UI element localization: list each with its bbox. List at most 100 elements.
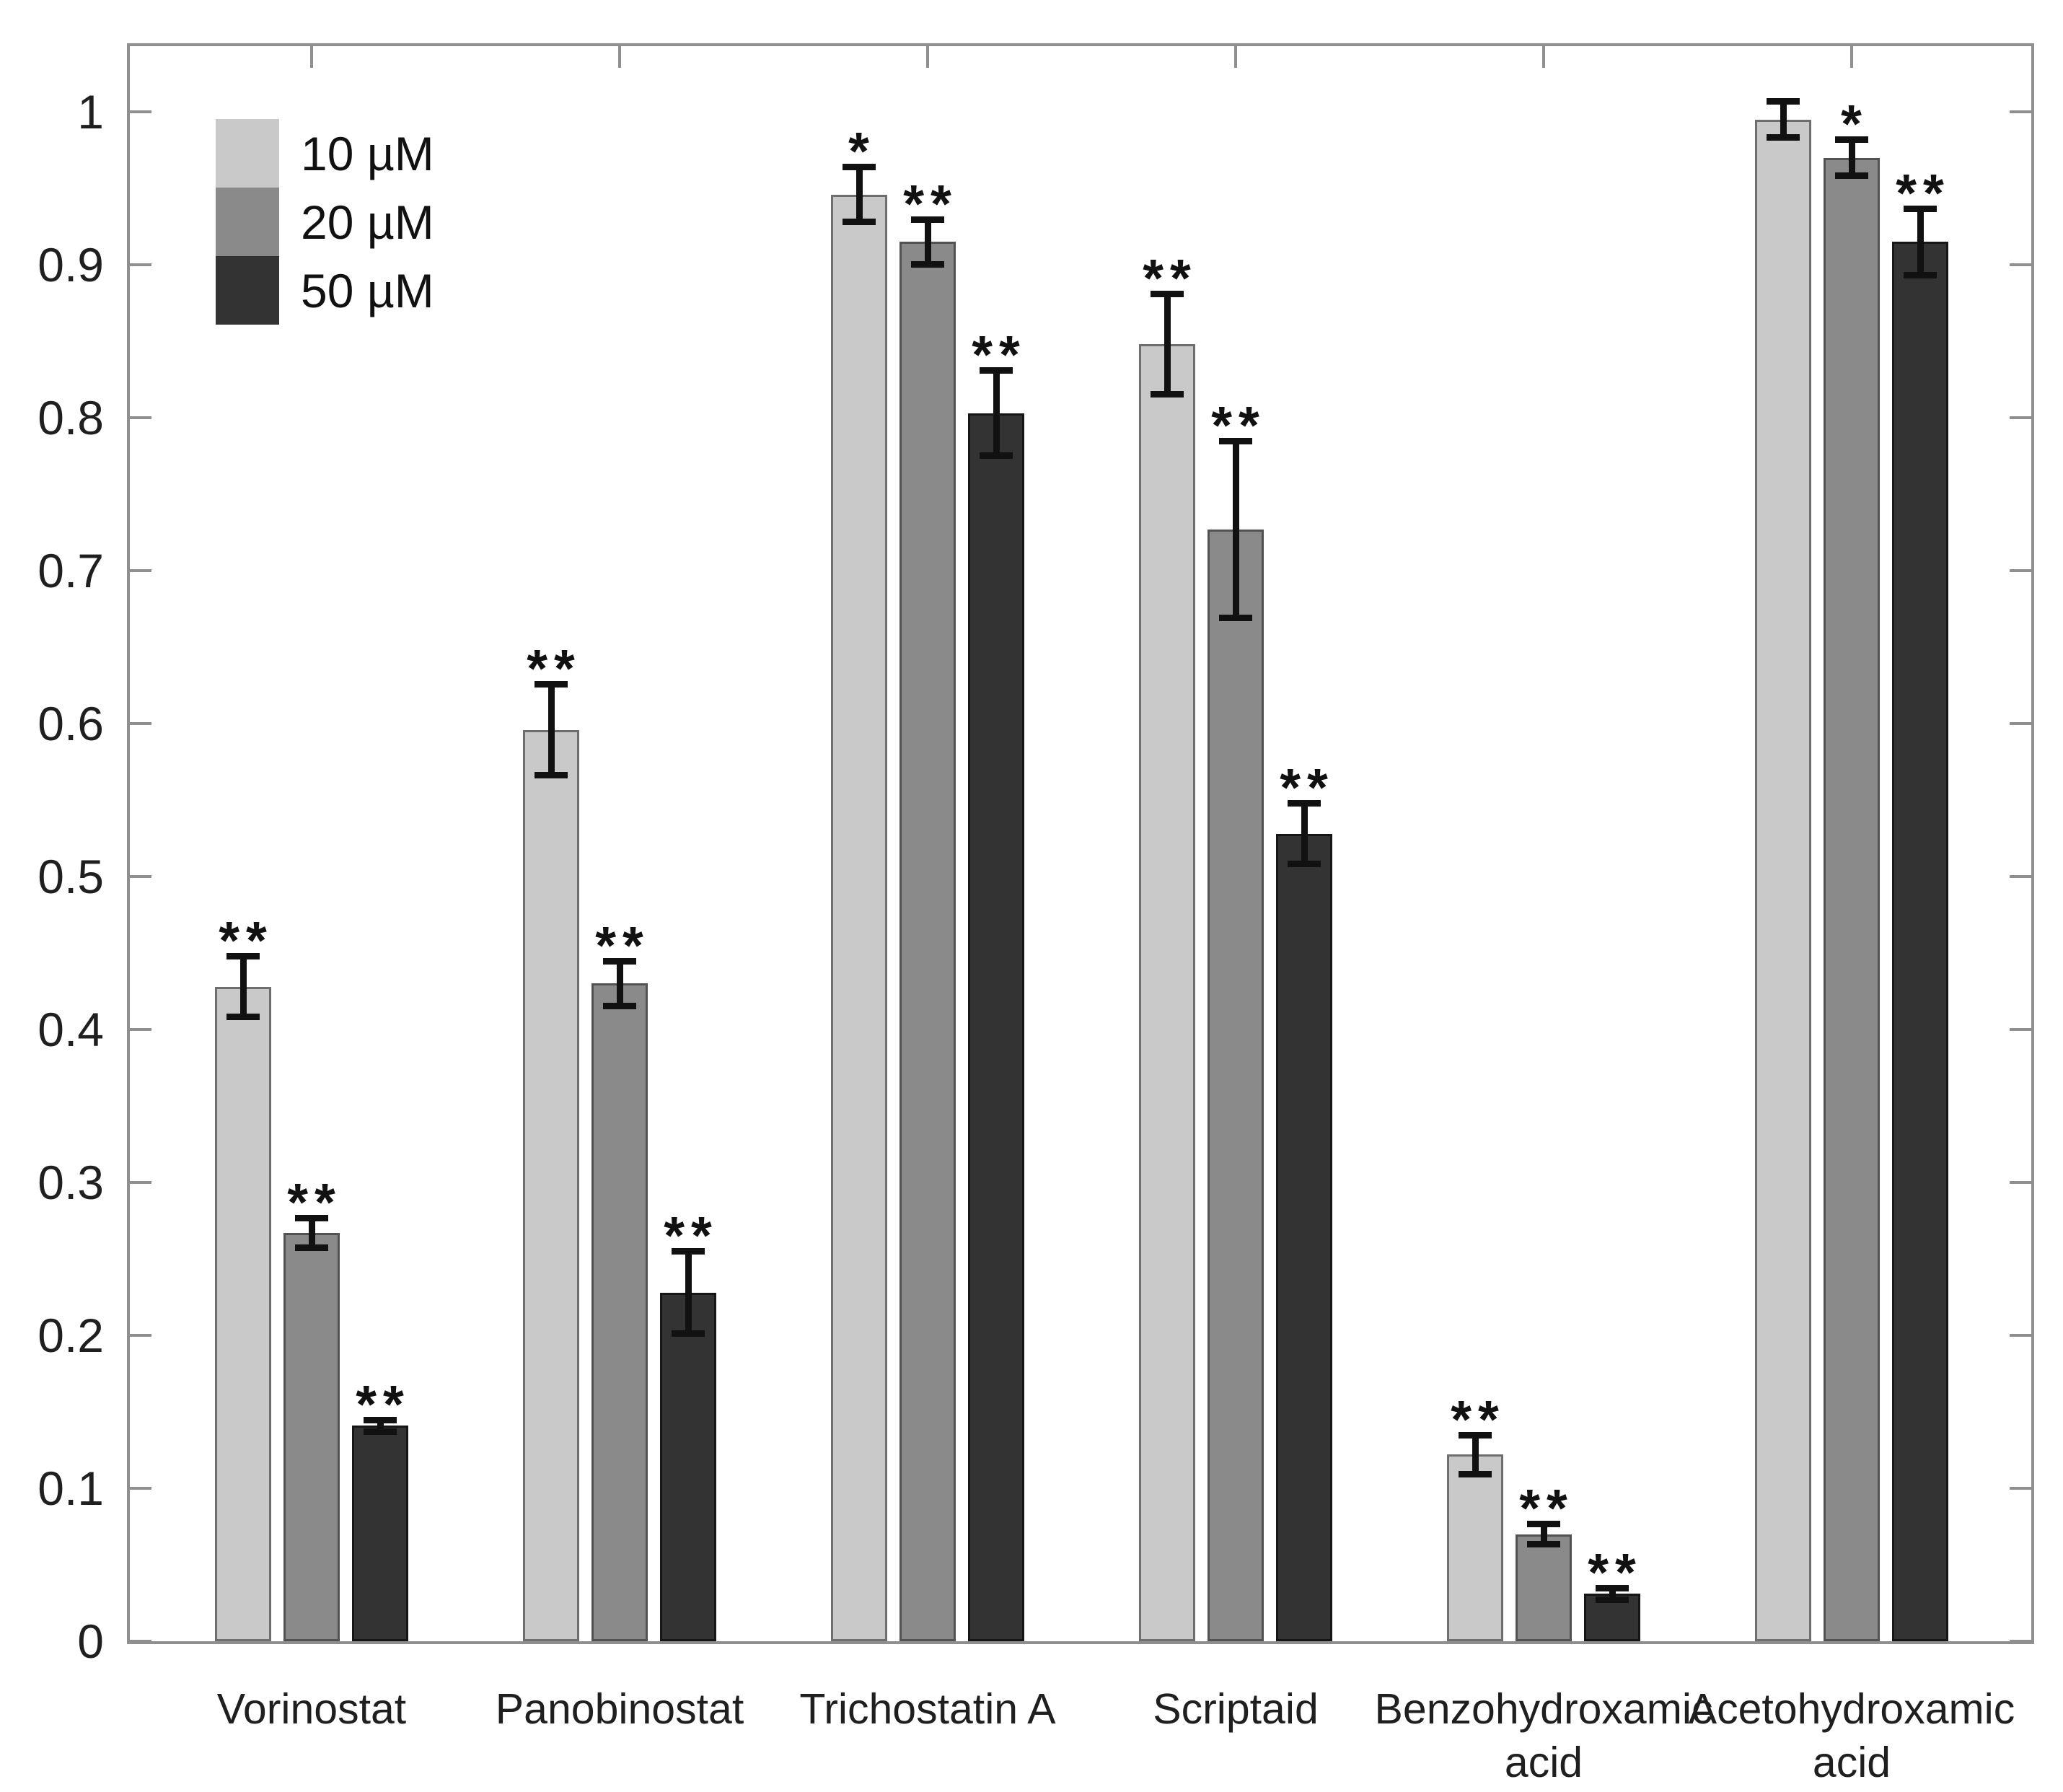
significance-marker-trichostatin-a-50-m: ** [972,325,1026,385]
y-tick-right [2010,1181,2031,1185]
errorbar-cap-bottom [1219,614,1252,621]
errorbar-cap-bottom [843,218,876,225]
y-tick-label: 0.3 [38,1156,104,1210]
bar-scriptaid-50-m [1276,833,1332,1641]
errorbar-scriptaid-10-m [1164,294,1171,395]
significance-marker-vorinostat-10-m: ** [219,910,273,971]
bar-vorinostat-10-m [215,986,271,1641]
errorbar-benzohydroxamic-acid-20-m [1540,1523,1547,1545]
errorbar-cap-top [364,1416,397,1423]
y-tick-right [2010,722,2031,726]
legend: 10 µM 20 µM 50 µM [216,119,434,325]
x-category-label-trichostatin-a: Trichostatin A [799,1685,1056,1733]
y-tick-label: 0.2 [38,1309,104,1363]
significance-marker-panobinostat-10-m: ** [527,638,581,698]
errorbar-acetohydroxamic-acid-20-m [1848,139,1855,177]
y-tick-label: 0.7 [38,544,104,598]
errorbar-cap-bottom [1596,1596,1629,1603]
bar-trichostatin-a-10-m [831,194,887,1641]
legend-item-10um: 10 µM [216,119,434,188]
errorbar-cap-top [1151,291,1184,298]
x-tick-top [1234,46,1237,68]
significance-marker-benzohydroxamic-acid-20-m: ** [1519,1477,1574,1538]
bar-trichostatin-a-50-m [968,413,1024,1641]
x-category-label-scriptaid: Scriptaid [1153,1685,1319,1733]
errorbar-cap-top [1288,800,1321,807]
errorbar-cap-bottom [535,772,568,779]
legend-swatch-20um [216,188,279,256]
x-tick-top [926,46,929,68]
y-tick-left [130,1181,151,1185]
significance-marker-vorinostat-20-m: ** [287,1172,342,1232]
y-tick-label: 1 [77,85,104,139]
errorbar-cap-top [603,957,636,965]
errorbar-acetohydroxamic-acid-10-m [1780,101,1787,139]
bar-benzohydroxamic-acid-20-m [1516,1534,1572,1641]
bar-acetohydroxamic-acid-10-m [1755,119,1811,1641]
bar-scriptaid-20-m [1208,529,1264,1641]
errorbar-cap-bottom [1904,271,1937,278]
y-tick-left [130,569,151,573]
y-tick-left [130,416,151,420]
significance-marker-scriptaid-20-m: ** [1211,395,1266,455]
y-tick-left [130,1487,151,1490]
errorbar-panobinostat-10-m [547,683,555,776]
errorbar-cap-bottom [295,1244,328,1252]
significance-marker-scriptaid-10-m: ** [1143,248,1197,309]
y-tick-label: 0.5 [38,850,104,904]
y-tick-left [130,1334,151,1338]
y-tick-right [2010,1028,2031,1032]
errorbar-scriptaid-50-m [1301,803,1308,865]
errorbar-cap-top [1219,437,1252,444]
y-tick-right [2010,1487,2031,1490]
errorbar-cap-bottom [1835,172,1868,180]
errorbar-benzohydroxamic-acid-10-m [1472,1434,1479,1475]
significance-marker-benzohydroxamic-acid-50-m: ** [1588,1542,1642,1602]
errorbar-vorinostat-20-m [308,1217,315,1249]
errorbar-vorinostat-50-m [377,1419,384,1432]
errorbar-acetohydroxamic-acid-50-m [1917,208,1924,276]
x-tick-top [1542,46,1545,68]
x-tick-top [618,46,621,68]
bar-acetohydroxamic-acid-20-m [1824,157,1880,1641]
legend-swatch-10um [216,119,279,188]
x-tick-top [310,46,313,68]
errorbar-trichostatin-a-50-m [993,370,1000,457]
errorbar-cap-top [980,367,1013,374]
errorbar-trichostatin-a-20-m [924,219,931,265]
x-category-label-acetohydroxamic-acid: Acetohydroxamic acid [1688,1685,2015,1786]
legend-swatch-50um [216,256,279,325]
x-category-label-benzohydroxamic-acid: Benzohydroxamic acid [1374,1685,1713,1786]
x-category-label-panobinostat: Panobinostat [495,1685,744,1733]
y-tick-right [2010,263,2031,267]
y-tick-right [2010,1640,2031,1643]
y-tick-right [2010,416,2031,420]
significance-marker-trichostatin-a-20-m: ** [903,173,958,234]
y-tick-right [2010,110,2031,114]
significance-marker-benzohydroxamic-acid-10-m: ** [1451,1389,1505,1449]
errorbar-cap-bottom [1767,134,1800,141]
errorbar-panobinostat-20-m [616,960,623,1007]
significance-marker-panobinostat-20-m: ** [595,915,650,975]
errorbar-cap-top [1459,1431,1492,1439]
y-tick-label: 0.1 [38,1462,104,1515]
significance-marker-panobinostat-50-m: ** [664,1205,718,1266]
y-tick-right [2010,1334,2031,1338]
errorbar-scriptaid-20-m [1232,440,1239,618]
bar-panobinostat-20-m [591,983,648,1641]
errorbar-cap-top [295,1214,328,1221]
y-tick-left [130,722,151,726]
y-tick-left [130,1028,151,1032]
y-tick-right [2010,569,2031,573]
errorbar-cap-top [226,953,260,960]
bar-benzohydroxamic-acid-50-m [1584,1594,1640,1641]
errorbar-vorinostat-10-m [239,956,247,1018]
y-tick-label: 0.8 [38,391,104,445]
errorbar-cap-bottom [1288,861,1321,868]
significance-marker-acetohydroxamic-acid-50-m: ** [1896,162,1950,223]
y-tick-right [2010,875,2031,879]
y-tick-label: 0.9 [38,238,104,292]
errorbar-cap-bottom [980,452,1013,460]
bar-vorinostat-20-m [283,1233,340,1641]
errorbar-cap-bottom [364,1428,397,1435]
